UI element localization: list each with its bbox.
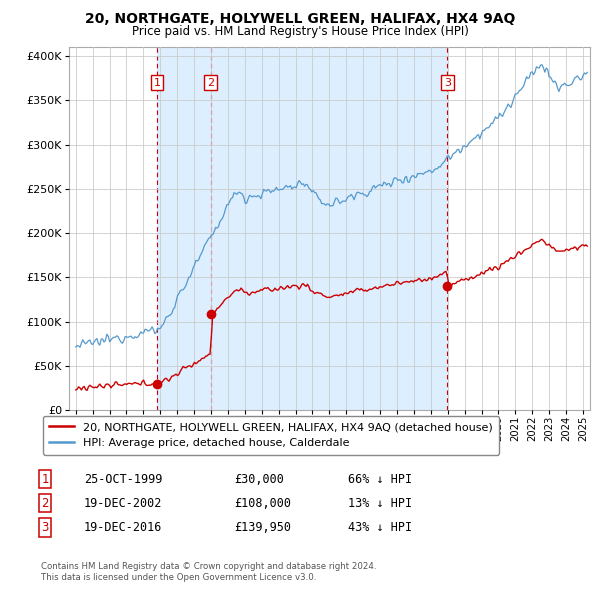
- Text: 2: 2: [207, 78, 214, 87]
- Text: 1: 1: [154, 78, 161, 87]
- Text: 43% ↓ HPI: 43% ↓ HPI: [348, 521, 412, 534]
- Text: 3: 3: [444, 78, 451, 87]
- Text: Price paid vs. HM Land Registry's House Price Index (HPI): Price paid vs. HM Land Registry's House …: [131, 25, 469, 38]
- Text: 66% ↓ HPI: 66% ↓ HPI: [348, 473, 412, 486]
- Text: Contains HM Land Registry data © Crown copyright and database right 2024.: Contains HM Land Registry data © Crown c…: [41, 562, 376, 571]
- Text: £30,000: £30,000: [234, 473, 284, 486]
- Bar: [211, 47, 447, 410]
- Text: 20, NORTHGATE, HOLYWELL GREEN, HALIFAX, HX4 9AQ: 20, NORTHGATE, HOLYWELL GREEN, HALIFAX, …: [85, 12, 515, 26]
- Bar: [157, 47, 211, 410]
- Text: 13% ↓ HPI: 13% ↓ HPI: [348, 497, 412, 510]
- Text: 2: 2: [41, 497, 49, 510]
- Text: 19-DEC-2002: 19-DEC-2002: [84, 497, 163, 510]
- Text: £108,000: £108,000: [234, 497, 291, 510]
- Text: 25-OCT-1999: 25-OCT-1999: [84, 473, 163, 486]
- Text: 1: 1: [41, 473, 49, 486]
- Text: £139,950: £139,950: [234, 521, 291, 534]
- Text: 3: 3: [41, 521, 49, 534]
- Text: 19-DEC-2016: 19-DEC-2016: [84, 521, 163, 534]
- Legend: 20, NORTHGATE, HOLYWELL GREEN, HALIFAX, HX4 9AQ (detached house), HPI: Average p: 20, NORTHGATE, HOLYWELL GREEN, HALIFAX, …: [43, 415, 499, 455]
- Text: This data is licensed under the Open Government Licence v3.0.: This data is licensed under the Open Gov…: [41, 572, 316, 582]
